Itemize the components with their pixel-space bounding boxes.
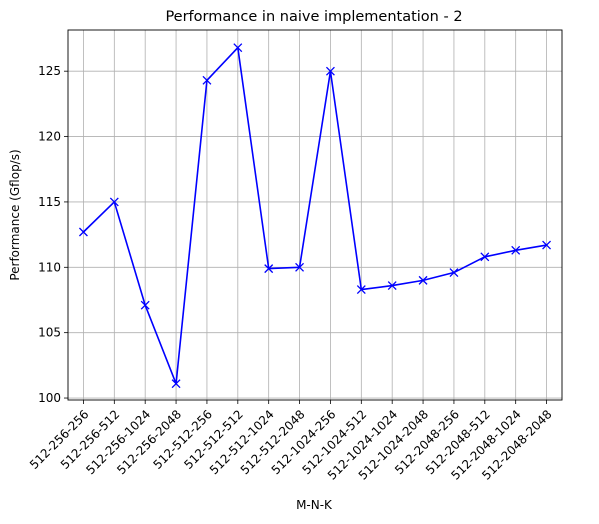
plot-area	[68, 30, 562, 400]
x-axis-label: M-N-K	[296, 498, 333, 512]
series-line	[83, 48, 546, 384]
y-tick-label: 100	[38, 391, 61, 405]
y-tick-label: 125	[38, 64, 61, 78]
y-tick-label: 120	[38, 130, 61, 144]
y-tick-label: 115	[38, 195, 61, 209]
x-axis: 512-256-256512-256-512512-256-1024512-25…	[27, 400, 555, 483]
y-axis-label: Performance (Gflop/s)	[8, 149, 22, 280]
y-tick-label: 105	[38, 326, 61, 340]
y-axis: 100 105 110 115 120 125	[38, 64, 68, 405]
grid-lines	[68, 30, 562, 400]
chart-title: Performance in naive implementation - 2	[165, 9, 462, 25]
series-group	[79, 44, 550, 388]
y-tick-label: 110	[38, 260, 61, 274]
